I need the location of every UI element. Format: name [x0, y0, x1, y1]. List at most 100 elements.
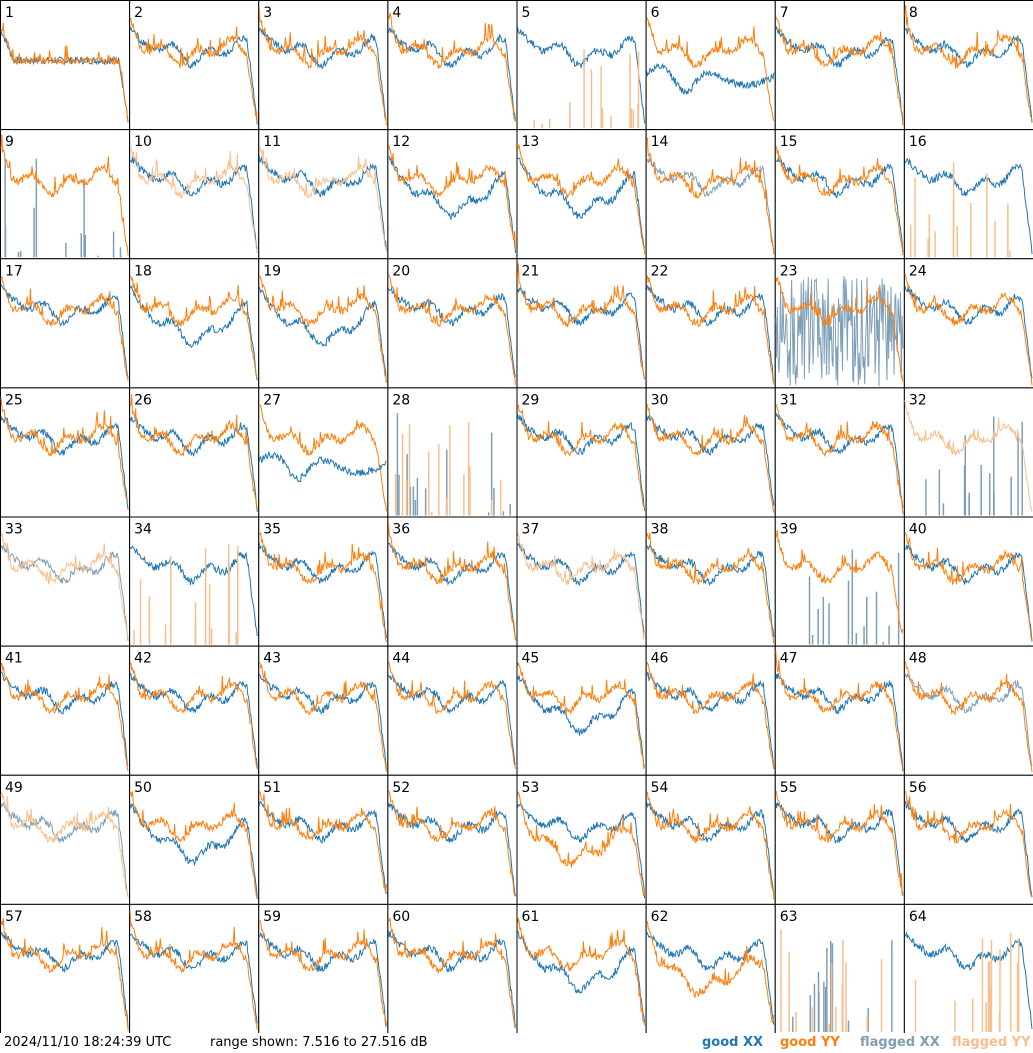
- series-xx: [517, 803, 646, 899]
- series-yy: [646, 532, 775, 644]
- panel-frame: [516, 903, 647, 1033]
- series-xx: [0, 415, 129, 510]
- series-yy: [775, 145, 904, 256]
- panel-label: 31: [780, 392, 798, 408]
- spectrum-panel: 37: [516, 516, 647, 647]
- spectrum-panel: 12: [387, 129, 518, 260]
- panel-label: 5: [522, 5, 531, 21]
- series-yy: [646, 137, 775, 255]
- panel-label: 28: [392, 392, 410, 408]
- spectrum-panel: 49: [0, 774, 131, 905]
- series-yy: [258, 404, 387, 512]
- spectrum-panel: 40: [903, 516, 1033, 647]
- series-xx: [258, 800, 387, 895]
- spectrum-panel: 14: [645, 129, 776, 260]
- series-yy: [775, 16, 904, 126]
- panel-label: 14: [651, 134, 669, 150]
- panel-label: 58: [134, 909, 152, 925]
- spectrum-panel: 28: [387, 387, 518, 518]
- series-xx: [129, 803, 258, 900]
- panel-label: 12: [392, 134, 410, 150]
- spectrum-panel: 39: [774, 516, 905, 647]
- spectrum-panel: 15: [774, 129, 905, 260]
- panel-label: 22: [651, 263, 669, 279]
- spectrum-panel: 36: [387, 516, 518, 647]
- panel-frame: [258, 903, 389, 1033]
- spectrum-panel: 55: [774, 774, 905, 905]
- panel-label: 44: [392, 651, 410, 667]
- panel-label: 20: [392, 263, 410, 279]
- series-yy: [0, 532, 129, 638]
- series-xx: [387, 286, 516, 378]
- panel-frame: [774, 516, 905, 647]
- series-yy: [129, 146, 258, 254]
- series-xx: [646, 284, 775, 382]
- panel-frame: [774, 903, 905, 1033]
- series-yy: [129, 393, 258, 510]
- panel-frame: [0, 129, 131, 260]
- spectrum-panel: 10: [129, 129, 260, 260]
- spectrum-panel: 50: [129, 774, 260, 905]
- spectrum-panel: 33: [0, 516, 131, 647]
- spectrum-panel: 44: [387, 645, 518, 776]
- panel-frame: [0, 774, 131, 905]
- panel-frame: [129, 903, 260, 1033]
- series-yy: [517, 404, 646, 508]
- series-yy: [517, 790, 646, 897]
- panel-label: 47: [780, 651, 798, 667]
- panel-label: 48: [909, 651, 927, 667]
- panel-label: 35: [263, 522, 281, 538]
- panel-label: 46: [651, 651, 669, 667]
- series-xx: [646, 801, 775, 894]
- spectrum-panel: 45: [516, 645, 647, 776]
- series-yy: [646, 403, 775, 513]
- panel-label: 52: [392, 780, 410, 796]
- range-label: range shown: 7.516 to 27.516 dB: [210, 1035, 428, 1050]
- series-yy: [129, 275, 258, 378]
- series-yy: [646, 921, 775, 1024]
- spectrum-panel: 13: [516, 129, 647, 260]
- series-yy: [258, 919, 387, 1028]
- panel-label: 32: [909, 392, 927, 408]
- series-yy: [387, 790, 516, 897]
- spectrum-panel: 3: [258, 0, 389, 131]
- panel-frame: [645, 0, 776, 131]
- panel-label: 36: [392, 522, 410, 538]
- series-xx: [388, 156, 516, 253]
- panel-frame: [258, 387, 389, 518]
- footer: 2024/11/10 18:24:39 UTC range shown: 7.5…: [0, 1033, 1033, 1053]
- panel-label: 37: [522, 522, 540, 538]
- panel-label: 23: [780, 263, 798, 279]
- panel-label: 60: [392, 909, 410, 925]
- series-xx: [0, 544, 129, 642]
- series-yy: [387, 661, 516, 769]
- panel-label: 51: [263, 780, 281, 796]
- panel-label: 1: [5, 5, 14, 21]
- spectrum-panel: 17: [0, 258, 131, 389]
- panel-label: 43: [263, 651, 281, 667]
- series-xx: [517, 157, 646, 248]
- series-xx: [129, 545, 258, 637]
- spectrum-panel: 6: [645, 0, 776, 131]
- spectrum-panel: 19: [258, 258, 389, 389]
- legend-flagged-xx: flagged XX: [860, 1035, 940, 1050]
- spectrum-panel: 56: [903, 774, 1033, 905]
- spectrum-panel: 8: [903, 0, 1033, 131]
- series-yy: [904, 399, 1033, 512]
- panel-label: 18: [134, 263, 152, 279]
- series-xx: [129, 156, 258, 249]
- series-xx: [646, 671, 775, 769]
- series-yy: [258, 275, 387, 384]
- series-yy: [0, 397, 129, 501]
- spectrum-panel: 43: [258, 645, 389, 776]
- series-xx: [129, 672, 258, 768]
- series-yy: [0, 134, 129, 256]
- series-xx: [775, 673, 904, 772]
- panel-label: 53: [522, 780, 540, 796]
- panel-frame: [645, 516, 776, 647]
- spectrum-panel: 21: [516, 258, 647, 389]
- series-yy: [387, 521, 516, 640]
- panel-label: 17: [5, 263, 23, 279]
- spectrum-panel: 51: [258, 774, 389, 905]
- spectrum-panel: 60: [387, 903, 518, 1033]
